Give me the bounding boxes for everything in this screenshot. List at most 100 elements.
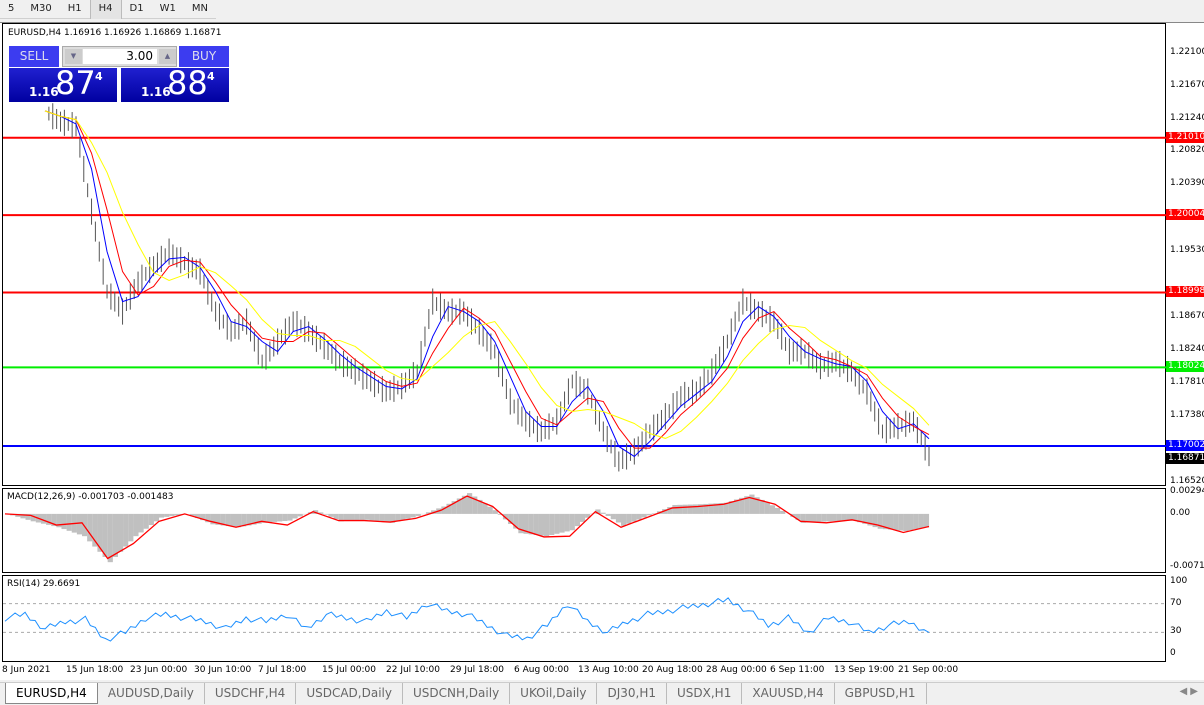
price-axis-label: 1.19530 (1170, 244, 1204, 255)
macd-histogram-bar (461, 495, 468, 514)
time-axis-label: 13 Aug 10:00 (578, 665, 639, 675)
price-axis-label: 1.22100 (1170, 47, 1204, 57)
chart-tab[interactable]: USDX,H1 (667, 683, 743, 704)
rsi-axis-label: 100 (1170, 576, 1188, 586)
macd-histogram-bar (379, 513, 385, 522)
macd-histogram-bar (359, 513, 365, 521)
macd-histogram-bar (112, 513, 118, 557)
macd-histogram-bar (107, 513, 113, 563)
macd-histogram-bar (600, 512, 606, 514)
price-axis-label: 1.21670 (1170, 80, 1204, 91)
chart-tab[interactable]: EURUSD,H4 (5, 683, 98, 704)
time-axis-label: 13 Sep 19:00 (834, 665, 895, 675)
rsi-label: RSI(14) 29.6691 (7, 579, 81, 589)
macd-histogram-bar (887, 513, 894, 530)
macd-histogram-bar (61, 513, 67, 530)
macd-histogram-bar (266, 513, 272, 523)
macd-histogram-bar (641, 513, 647, 518)
level-price-tag: 1.18998 (1166, 286, 1204, 298)
buy-price[interactable]: 1.16 88 4 (121, 64, 229, 102)
macd-histogram-bar (282, 513, 288, 522)
decrease-lot-icon[interactable]: ▼ (65, 49, 82, 64)
macd-histogram-bar (205, 513, 211, 523)
macd-histogram-bar (846, 513, 853, 521)
macd-histogram-bar (893, 513, 899, 531)
symbol-header: EURUSD,H4 1.16916 1.16926 1.16869 1.1687… (8, 28, 222, 38)
macd-histogram-bar (82, 513, 88, 537)
chart-tab[interactable]: DJ30,H1 (597, 683, 667, 704)
chart-tab[interactable]: USDCAD,Daily (296, 683, 403, 704)
timeframe-m30[interactable]: M30 (30, 3, 52, 14)
timeframe-5[interactable]: 5 (8, 3, 15, 14)
macd-histogram-bar (189, 513, 195, 516)
lot-size-stepper[interactable]: ▼ 3.00 ▲ (62, 46, 177, 67)
time-axis-label: 28 Aug 00:00 (706, 665, 767, 675)
macd-histogram-bar (405, 513, 411, 519)
macd-histogram-bar (369, 513, 375, 521)
macd-histogram-bar (25, 513, 31, 520)
macd-histogram-bar (610, 513, 616, 520)
rsi-chart (3, 597, 1167, 642)
level-price-tag: 1.21010 (1166, 131, 1204, 143)
macd-histogram-bar (836, 513, 842, 522)
chart-tab[interactable]: XAUUSD,H4 (742, 683, 835, 704)
chart-tab[interactable]: AUDUSD,Daily (98, 683, 205, 704)
macd-histogram-bar (441, 506, 447, 514)
macd-histogram-bar (651, 513, 657, 514)
rsi-axis-label: 0 (1170, 648, 1176, 658)
chart-tab[interactable]: USDCHF,H4 (205, 683, 297, 704)
timeframe-w1[interactable]: W1 (159, 3, 176, 14)
macd-histogram-bar (390, 513, 396, 523)
tab-scroll-arrows[interactable]: ◀ ▶ (1179, 686, 1198, 697)
buy-button[interactable]: BUY (179, 46, 229, 67)
timeframe-h4[interactable]: H4 (89, 0, 122, 19)
macd-histogram-bar (487, 506, 493, 514)
macd-histogram-bar (220, 513, 226, 526)
macd-histogram-bar (194, 513, 201, 519)
macd-histogram-bar (133, 513, 139, 537)
macd-histogram-bar (318, 512, 324, 514)
macd-histogram-bar (877, 513, 883, 529)
price-pane[interactable]: EURUSD,H4 1.16916 1.16926 1.16869 1.1687… (2, 23, 1167, 486)
macd-histogram-bar (646, 513, 652, 516)
price-axis-label: 1.16520 (1170, 476, 1204, 486)
macd-histogram-bar (882, 513, 888, 530)
macd-histogram-bar (328, 513, 334, 517)
macd-axis-label: 0.00 (1170, 507, 1191, 518)
price-axis-label: 1.17810 (1170, 376, 1204, 387)
macd-histogram-bar (718, 503, 724, 514)
timeframe-h1[interactable]: H1 (67, 3, 82, 14)
timeframe-mn[interactable]: MN (191, 3, 208, 14)
increase-lot-icon[interactable]: ▲ (159, 49, 176, 64)
macd-histogram-bar (790, 513, 796, 517)
macd-histogram-bar (698, 504, 704, 514)
macd-histogram-bar (348, 513, 355, 521)
macd-histogram-bar (482, 503, 488, 514)
rsi-axis-label: 70 (1170, 597, 1182, 608)
macd-histogram-bar (605, 513, 611, 516)
macd-histogram-bar (867, 513, 873, 526)
sell-price[interactable]: 1.16 87 4 (9, 64, 117, 102)
macd-histogram-bar (51, 513, 57, 527)
chart-tab[interactable]: USDCNH,Daily (403, 683, 511, 704)
macd-histogram-bar (343, 513, 349, 522)
chart-tab[interactable]: GBPUSD,H1 (835, 683, 927, 704)
macd-histogram-bar (733, 499, 740, 514)
macd-pane[interactable]: MACD(12,26,9) -0.001703 -0.001483 (2, 488, 1166, 573)
chart-tab[interactable]: UKOil,Daily (510, 683, 598, 704)
macd-histogram-bar (456, 498, 462, 514)
moving-average-fast (44, 110, 930, 458)
macd-histogram-bar (626, 513, 632, 524)
price-chart (3, 103, 1167, 472)
lot-size-input[interactable]: 3.00 (83, 49, 157, 64)
rsi-pane[interactable]: RSI(14) 29.6691 (2, 575, 1167, 662)
macd-histogram-bar (66, 513, 72, 531)
timeframe-d1[interactable]: D1 (129, 3, 144, 14)
price-axis-label: 1.17380 (1170, 409, 1204, 420)
macd-histogram-bar (744, 496, 750, 514)
macd-histogram-bar (446, 503, 452, 514)
sell-button[interactable]: SELL (9, 46, 59, 67)
macd-histogram-bar (410, 513, 416, 518)
time-axis-label: 15 Jun 18:00 (66, 665, 124, 675)
macd-label: MACD(12,26,9) -0.001703 -0.001483 (7, 492, 174, 502)
